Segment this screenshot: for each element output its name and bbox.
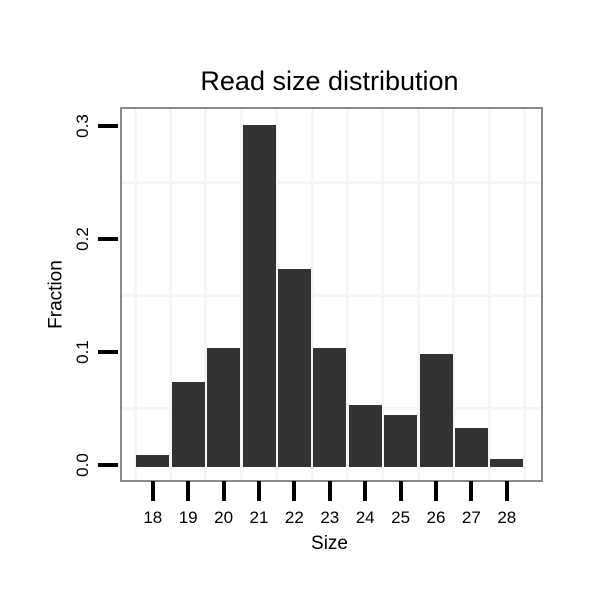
y-tick-0.0 [98,463,118,467]
x-tick-19 [186,481,191,501]
y-tick-0.2 [98,236,118,241]
y-axis-title: Fraction [45,260,67,329]
bar-25 [384,414,418,467]
y-tick-0.1 [98,349,118,354]
x-tick-label-24: 24 [355,508,375,527]
x-tick-label-25: 25 [391,508,411,527]
bar-22 [277,268,311,467]
x-tick-label-20: 20 [214,508,234,527]
bar-19 [171,381,205,467]
y-tick-label-0.3: 0.3 [73,113,92,138]
x-tick-24 [363,481,368,501]
y-tick-0.3 [98,123,118,128]
bar-28 [490,458,524,467]
x-tick-label-28: 28 [497,508,517,527]
x-tick-label-22: 22 [284,508,304,527]
bar-24 [348,404,382,467]
x-tick-22 [292,481,297,501]
x-tick-label-19: 19 [178,508,198,527]
x-tick-23 [327,481,332,501]
x-tick-28 [504,481,509,501]
x-axis-title: Size [311,533,348,554]
bar-23 [313,347,347,467]
grid-line-horizontal [122,293,541,297]
x-tick-label-21: 21 [249,508,269,527]
x-tick-21 [257,481,261,501]
bar-20 [207,347,241,467]
chart-title: Read size distribution [200,66,459,96]
x-tick-20 [221,481,226,501]
y-tick-label-0.2: 0.2 [73,226,92,251]
y-tick-label-0.0: 0.0 [73,453,92,477]
x-tick-label-23: 23 [320,508,340,527]
x-tick-25 [398,481,403,501]
x-tick-27 [469,481,474,501]
x-tick-label-27: 27 [461,508,481,527]
plot-panel [120,107,543,482]
x-tick-label-18: 18 [143,508,163,527]
bar-18 [136,454,170,467]
x-tick-26 [434,481,438,501]
bar-27 [454,427,488,467]
bar-26 [419,353,453,467]
x-tick-label-26: 26 [426,508,446,527]
y-tick-label-0.1: 0.1 [73,339,92,364]
bar-21 [242,124,276,467]
grid-line-horizontal [122,180,541,184]
x-tick-18 [150,481,155,501]
